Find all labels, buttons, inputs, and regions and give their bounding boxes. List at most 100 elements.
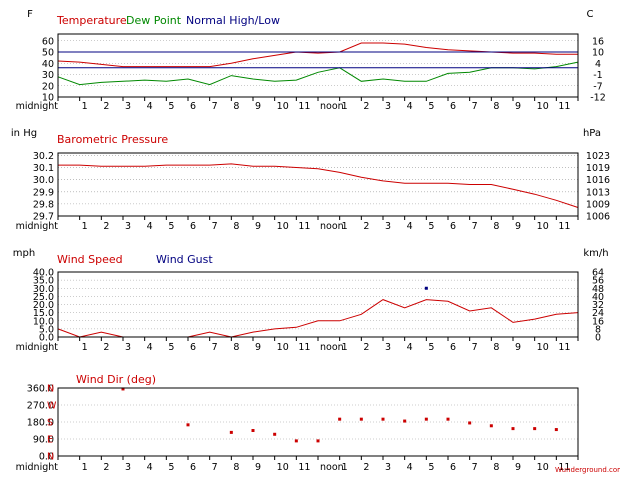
right-tick-label: 1016 — [586, 175, 610, 186]
y-tick-label: 10.0 — [33, 316, 54, 327]
right-tick-label: 1013 — [586, 187, 610, 198]
wind-dir-series — [121, 387, 558, 443]
x-tick-label: 1 — [82, 342, 88, 353]
compass-label: E — [47, 435, 53, 446]
x-tick-label: 8 — [233, 221, 239, 232]
x-tick-label: 11 — [298, 221, 310, 232]
x-tick-label: 7 — [472, 342, 478, 353]
x-tick-label: midnight — [16, 101, 59, 112]
x-tick-label: 4 — [407, 342, 413, 353]
x-tick-label: 7 — [212, 462, 218, 473]
y-tick-label: 30.2 — [33, 151, 54, 162]
x-tick-label: 3 — [385, 101, 391, 112]
y-tick-label: 20 — [42, 81, 54, 92]
y-tick-label: 29.9 — [33, 187, 54, 198]
x-tick-label: 2 — [363, 462, 369, 473]
legend-normal-high-low: Normal High/Low — [186, 14, 280, 27]
x-tick-label: 6 — [450, 462, 456, 473]
x-tick-label: 5 — [428, 342, 434, 353]
x-tick-label: 8 — [493, 462, 499, 473]
x-tick-label: 2 — [103, 221, 109, 232]
y-tick-label: 60 — [42, 36, 54, 47]
y-tick-label: 30.1 — [33, 163, 54, 174]
pressure-y-ticks: 29.7 29.829.930.030.130.2 — [33, 151, 54, 223]
x-tick-label: 4 — [147, 462, 153, 473]
right-tick-label: 1023 — [586, 151, 610, 162]
x-tick-label: 8 — [233, 462, 239, 473]
compass-label: N — [47, 452, 54, 463]
x-tick-label: 5 — [168, 221, 174, 232]
x-tick-label: 4 — [147, 221, 153, 232]
x-tick-label: 2 — [103, 101, 109, 112]
compass-label: W — [47, 401, 57, 412]
x-tick-label: 1 — [82, 221, 88, 232]
temperature-panel: F C Temperature Dew Point Normal High/Lo… — [16, 9, 606, 112]
x-tick-label: 6 — [190, 462, 196, 473]
x-tick-label: 10 — [537, 101, 549, 112]
x-tick-label: 6 — [450, 101, 456, 112]
data-point — [489, 424, 493, 428]
x-tick-label: 7 — [472, 221, 478, 232]
x-tick-label: 5 — [428, 462, 434, 473]
x-tick-label: 8 — [493, 342, 499, 353]
x-tick-label: 4 — [147, 101, 153, 112]
data-point — [229, 430, 233, 434]
data-point — [294, 439, 298, 443]
y-tick-label: 90.0 — [33, 435, 54, 446]
y-tick-label: 29.8 — [33, 199, 54, 210]
x-tick-label: noon — [320, 462, 344, 473]
x-tick-label: 5 — [168, 101, 174, 112]
y-tick-label: 25.0 — [33, 292, 54, 303]
right-tick-label: 0 — [595, 333, 601, 344]
y-tick-label: 270.0 — [27, 401, 54, 412]
y-tick-label: 0.0 — [39, 333, 54, 344]
x-tick-label: noon — [320, 101, 344, 112]
x-tick-label: 7 — [212, 101, 218, 112]
pressure-left-unit: in Hg — [11, 128, 37, 139]
data-point — [468, 421, 472, 425]
x-tick-label: 5 — [168, 342, 174, 353]
x-tick-label: 5 — [428, 221, 434, 232]
y-tick-label: 40.0 — [33, 268, 54, 279]
y-tick-label: 50 — [42, 48, 54, 59]
right-tick-label: 24 — [592, 308, 604, 319]
wind-speed-grid — [58, 279, 578, 330]
right-tick-label: 40 — [592, 292, 604, 303]
x-tick-label: 6 — [190, 221, 196, 232]
wind-speed-series — [57, 286, 579, 338]
x-tick-label: 10 — [537, 342, 549, 353]
wind-dir-grid — [58, 404, 578, 440]
right-tick-label: 48 — [592, 284, 604, 295]
wind-left-unit: mph — [13, 248, 35, 259]
y-tick-label: 0.0 — [39, 452, 54, 463]
x-tick-label: 5 — [428, 101, 434, 112]
pressure-title: Barometric Pressure — [57, 133, 168, 146]
y-tick-label: 180.0 — [27, 418, 54, 429]
x-tick-label: 5 — [168, 462, 174, 473]
wind-dir-title: Wind Dir (deg) — [76, 373, 156, 386]
right-tick-label: 1006 — [586, 212, 610, 223]
x-tick-label: 2 — [363, 342, 369, 353]
data-point — [511, 427, 515, 431]
x-tick-label: 2 — [103, 342, 109, 353]
x-tick-label: 3 — [385, 221, 391, 232]
x-tick-label: 10 — [277, 101, 289, 112]
x-tick-label: 6 — [190, 342, 196, 353]
x-tick-label: midnight — [16, 342, 59, 353]
pressure-panel: in Hg hPa Barometric Pressure 29.729.829… — [11, 128, 610, 232]
x-tick-label: 1 — [342, 462, 348, 473]
y-tick-label: 35.0 — [33, 276, 54, 287]
x-tick-label: 7 — [472, 462, 478, 473]
right-tick-label: 32 — [592, 300, 604, 311]
x-tick-label: 7 — [212, 342, 218, 353]
x-tick-label: 4 — [407, 101, 413, 112]
temperature-right-unit: C — [587, 9, 594, 20]
right-tick-label: 16 — [592, 316, 604, 327]
